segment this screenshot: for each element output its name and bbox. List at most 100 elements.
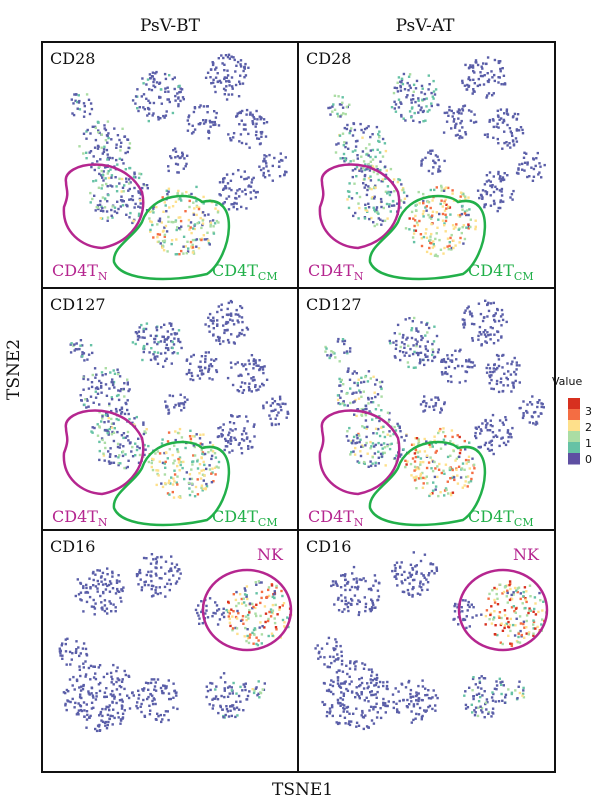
data-point [459, 236, 462, 240]
data-point [225, 80, 228, 83]
data-point [400, 561, 403, 564]
data-point [251, 178, 254, 181]
data-point [243, 177, 246, 181]
data-point [424, 232, 427, 235]
data-point [486, 133, 489, 136]
data-point [409, 688, 413, 692]
data-point [270, 422, 274, 425]
data-point [431, 214, 434, 217]
data-point [258, 115, 261, 118]
data-point [212, 319, 215, 322]
data-point [94, 126, 97, 130]
data-point [255, 122, 258, 125]
data-point [479, 705, 482, 708]
data-point [226, 69, 229, 72]
data-point [236, 632, 239, 636]
data-point [152, 211, 155, 214]
data-point [151, 209, 154, 213]
data-point [211, 615, 214, 618]
data-point [404, 227, 408, 230]
data-point [468, 467, 471, 470]
data-point [341, 338, 345, 341]
data-point [232, 341, 236, 344]
data-point [190, 231, 193, 235]
data-point [511, 116, 515, 119]
data-point [203, 214, 207, 217]
data-point [375, 678, 378, 681]
data-point [424, 156, 427, 160]
data-point [234, 715, 237, 719]
data-point [155, 483, 158, 487]
data-point [499, 381, 503, 384]
data-point [357, 217, 360, 220]
data-point [101, 571, 105, 575]
data-point [110, 426, 114, 429]
data-point [79, 591, 83, 594]
data-point [179, 90, 182, 94]
data-point [412, 476, 416, 479]
data-point [414, 87, 418, 90]
data-point [170, 324, 173, 327]
data-point [134, 95, 138, 98]
data-point [217, 305, 220, 308]
data-point [174, 430, 177, 433]
data-point [126, 150, 129, 154]
data-point [438, 169, 442, 173]
data-point [336, 394, 340, 397]
data-point [160, 326, 163, 329]
data-point [214, 76, 218, 79]
data-point [413, 465, 417, 469]
data-point [121, 717, 124, 720]
data-point [398, 565, 402, 568]
data-point [511, 381, 514, 384]
data-point [421, 685, 425, 688]
data-point [131, 445, 134, 449]
data-point [147, 119, 150, 123]
data-point [375, 165, 378, 168]
data-point [513, 356, 516, 360]
data-point [139, 199, 142, 202]
data-point [489, 180, 492, 183]
data-point [252, 628, 256, 632]
data-point [330, 584, 333, 588]
data-point [427, 689, 430, 692]
data-point [367, 700, 370, 703]
data-point [525, 614, 529, 617]
data-point [450, 492, 453, 495]
data-point [251, 445, 254, 449]
data-point [489, 419, 492, 422]
data-point [263, 365, 266, 368]
data-point [425, 228, 428, 231]
data-point [497, 615, 501, 618]
data-point [110, 138, 113, 141]
data-point [108, 600, 111, 603]
data-point [158, 96, 161, 99]
data-point [515, 589, 518, 592]
data-point [540, 176, 543, 179]
data-point [244, 682, 247, 685]
data-point [117, 393, 120, 397]
data-point [101, 415, 104, 418]
data-point [384, 149, 388, 153]
data-point [243, 593, 247, 596]
data-point [377, 450, 380, 453]
data-point [517, 129, 521, 132]
data-point [378, 419, 381, 423]
data-point [226, 710, 230, 713]
data-point [461, 364, 464, 368]
data-point [156, 355, 159, 358]
data-point [214, 207, 217, 210]
data-point [224, 322, 228, 325]
data-point [355, 691, 358, 695]
data-point [226, 338, 230, 342]
data-point [372, 584, 375, 587]
data-point [422, 210, 425, 213]
data-point [85, 157, 88, 160]
data-point [338, 384, 341, 387]
data-point [343, 584, 347, 587]
data-point [140, 702, 143, 706]
data-point [229, 428, 232, 431]
data-point [244, 128, 247, 131]
data-point [165, 210, 168, 213]
